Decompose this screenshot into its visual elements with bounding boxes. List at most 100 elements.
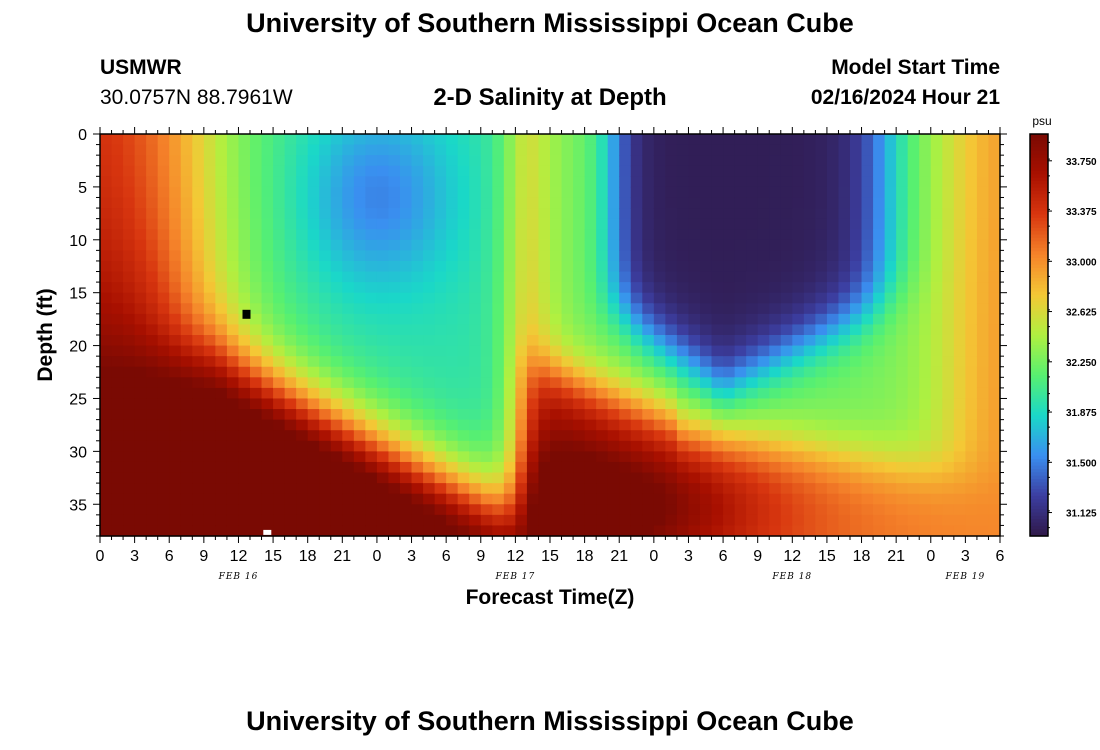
heatmap-cell bbox=[157, 176, 170, 188]
heatmap-cell bbox=[711, 335, 724, 347]
heatmap-cell bbox=[780, 250, 793, 262]
heatmap-cell bbox=[157, 377, 170, 389]
heatmap-cell bbox=[365, 292, 378, 304]
heatmap-cell bbox=[180, 514, 193, 527]
heatmap-cell bbox=[884, 303, 897, 315]
heatmap-cell bbox=[215, 134, 228, 146]
heatmap-cell bbox=[723, 239, 736, 251]
heatmap-cell bbox=[411, 292, 424, 304]
heatmap-cell bbox=[907, 313, 920, 326]
heatmap-cell bbox=[734, 356, 747, 368]
heatmap-cell bbox=[388, 134, 401, 146]
heatmap-cell bbox=[734, 144, 747, 156]
heatmap-cell bbox=[976, 493, 990, 505]
heatmap-cell bbox=[676, 165, 690, 177]
heatmap-cell bbox=[642, 282, 655, 294]
heatmap-cell bbox=[826, 292, 840, 304]
heatmap-cell bbox=[642, 504, 655, 516]
heatmap-cell bbox=[607, 440, 620, 452]
heatmap-cell bbox=[100, 493, 113, 505]
heatmap-cell bbox=[157, 218, 170, 230]
heatmap-cell bbox=[203, 366, 216, 378]
heatmap-cell bbox=[157, 271, 170, 283]
heatmap-cell bbox=[192, 419, 205, 431]
heatmap-cell bbox=[515, 218, 528, 230]
heatmap-cell bbox=[734, 292, 747, 304]
heatmap-cell bbox=[353, 514, 366, 527]
heatmap-cell bbox=[146, 398, 159, 410]
heatmap-cell bbox=[123, 335, 136, 347]
heatmap-cell bbox=[884, 260, 897, 273]
heatmap-cell bbox=[815, 430, 828, 442]
heatmap-cell bbox=[965, 398, 978, 410]
heatmap-cell bbox=[134, 461, 147, 474]
heatmap-cell bbox=[307, 197, 320, 209]
heatmap-cell bbox=[803, 197, 816, 209]
heatmap-cell bbox=[688, 250, 701, 262]
heatmap-cell bbox=[803, 208, 816, 220]
heatmap-cell bbox=[965, 186, 978, 199]
heatmap-cell bbox=[273, 387, 286, 400]
x-tick-label: 6 bbox=[165, 548, 174, 565]
heatmap-cell bbox=[573, 239, 586, 251]
heatmap-cell bbox=[861, 186, 874, 199]
heatmap-cell bbox=[434, 472, 447, 484]
heatmap-cell bbox=[319, 345, 332, 357]
heatmap-cell bbox=[596, 419, 609, 431]
heatmap-cell bbox=[226, 525, 240, 537]
heatmap-cell bbox=[746, 292, 759, 304]
heatmap-cell bbox=[930, 356, 943, 368]
heatmap-cell bbox=[930, 472, 943, 484]
heatmap-cell bbox=[284, 271, 297, 283]
heatmap-cell bbox=[826, 461, 840, 474]
heatmap-cell bbox=[469, 440, 482, 452]
heatmap-cell bbox=[434, 324, 447, 336]
colorbar-segment bbox=[1030, 217, 1048, 222]
heatmap-cell bbox=[538, 514, 551, 527]
heatmap-cell bbox=[896, 335, 909, 347]
heatmap-cell bbox=[157, 134, 170, 146]
colorbar-segment bbox=[1030, 214, 1048, 219]
heatmap-cell bbox=[457, 461, 470, 474]
colorbar-segment bbox=[1030, 294, 1048, 299]
heatmap-cell bbox=[538, 165, 551, 177]
heatmap-cell bbox=[157, 324, 170, 336]
heatmap-cell bbox=[596, 440, 609, 452]
heatmap-cell bbox=[526, 250, 540, 262]
heatmap-cell bbox=[596, 430, 609, 442]
heatmap-cell bbox=[642, 229, 655, 241]
heatmap-cell bbox=[907, 186, 920, 199]
heatmap-cell bbox=[850, 430, 863, 442]
heatmap-cell bbox=[457, 525, 470, 537]
heatmap-cell bbox=[538, 197, 551, 209]
heatmap-cell bbox=[653, 250, 666, 262]
heatmap-cell bbox=[826, 493, 840, 505]
heatmap-cell bbox=[550, 155, 563, 167]
heatmap-cell bbox=[861, 356, 874, 368]
heatmap-cell bbox=[353, 144, 366, 156]
heatmap-cell bbox=[376, 208, 390, 220]
heatmap-cell bbox=[296, 197, 309, 209]
heatmap-cell bbox=[757, 165, 770, 177]
heatmap-cell bbox=[515, 387, 528, 400]
heatmap-cell bbox=[930, 493, 943, 505]
heatmap-cell bbox=[515, 525, 528, 537]
heatmap-cell bbox=[965, 493, 978, 505]
heatmap-cell bbox=[180, 134, 193, 146]
heatmap-cell bbox=[111, 483, 124, 495]
heatmap-cell bbox=[134, 197, 147, 209]
heatmap-cell bbox=[723, 461, 736, 474]
heatmap-cell bbox=[215, 250, 228, 262]
heatmap-cell bbox=[434, 218, 447, 230]
heatmap-cell bbox=[930, 514, 943, 527]
heatmap-cell bbox=[642, 176, 655, 188]
heatmap-cell bbox=[769, 356, 782, 368]
heatmap-cell bbox=[480, 483, 493, 495]
heatmap-cell bbox=[919, 186, 932, 199]
heatmap-cell bbox=[723, 271, 736, 283]
heatmap-cell bbox=[261, 504, 274, 516]
heatmap-cell bbox=[676, 493, 690, 505]
heatmap-cell bbox=[400, 472, 413, 484]
heatmap-cell bbox=[134, 260, 147, 273]
heatmap-cell bbox=[123, 303, 136, 315]
